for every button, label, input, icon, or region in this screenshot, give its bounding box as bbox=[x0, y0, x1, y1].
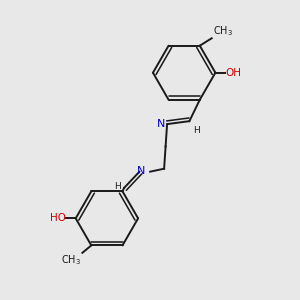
Text: N: N bbox=[136, 166, 145, 176]
Text: CH$_3$: CH$_3$ bbox=[213, 24, 232, 38]
Text: HO: HO bbox=[50, 213, 66, 224]
Text: H: H bbox=[114, 182, 121, 191]
Text: N: N bbox=[157, 118, 166, 128]
Text: H: H bbox=[193, 127, 200, 136]
Text: CH$_3$: CH$_3$ bbox=[61, 254, 82, 267]
Text: OH: OH bbox=[226, 68, 242, 78]
